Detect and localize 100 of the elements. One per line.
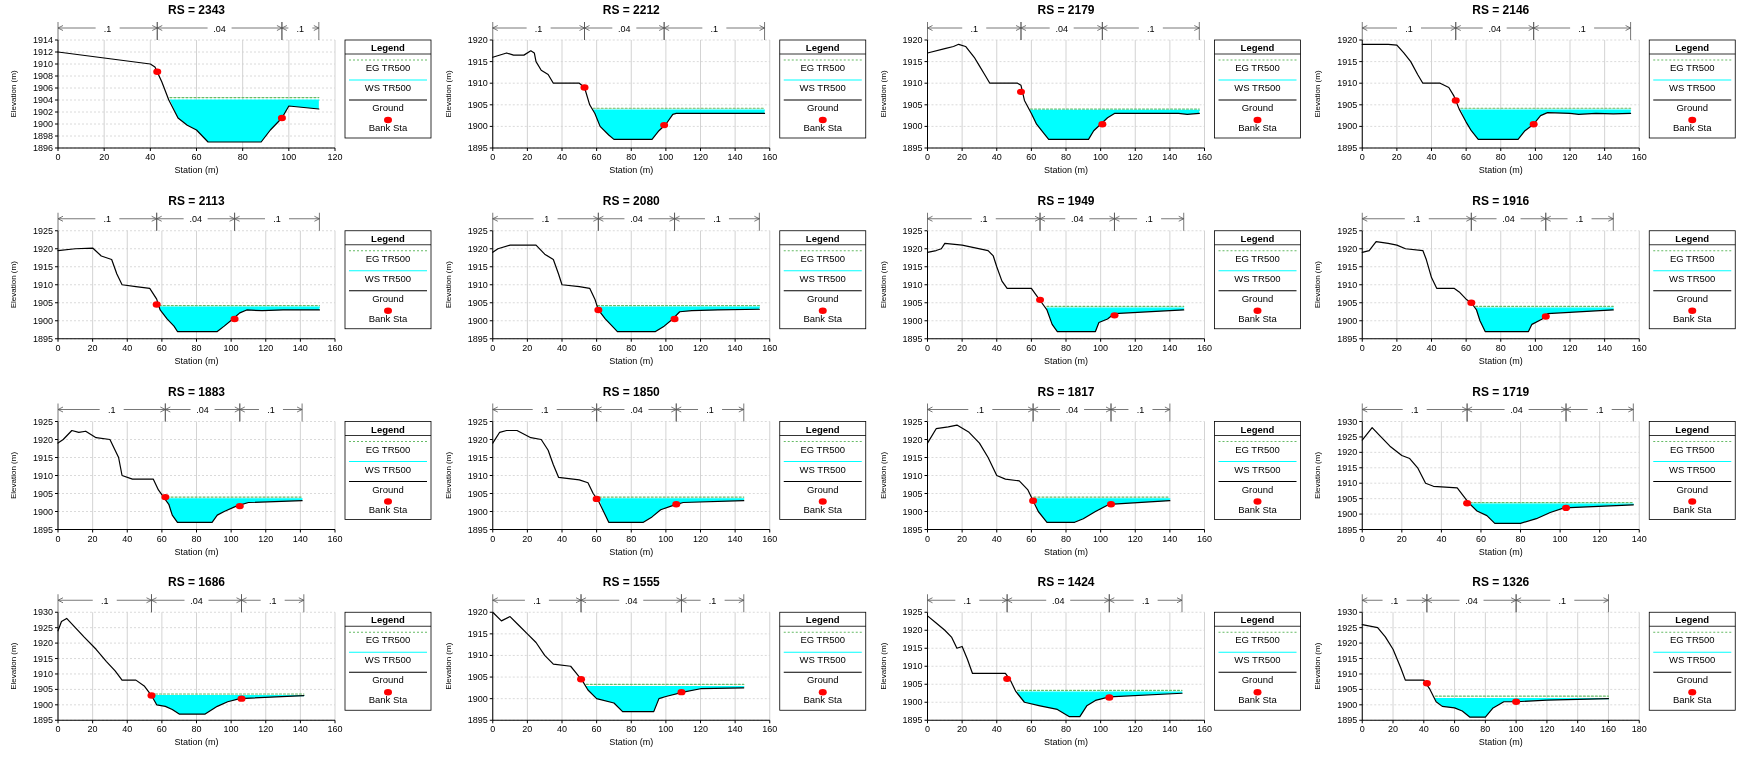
text: .04 <box>1502 214 1515 225</box>
text: WS TR500 <box>364 82 412 93</box>
y-tick-label: 1925 <box>32 622 53 633</box>
y-tick-label: 1920 <box>1337 35 1358 45</box>
x-tick-label: 60 <box>591 724 602 735</box>
x-tick-label: 140 <box>292 342 308 353</box>
text: .1 <box>1390 595 1399 606</box>
x-tick-label: 80 <box>1515 533 1526 544</box>
y-tick-label: 1914 <box>32 35 53 45</box>
x-tick-label: 20 <box>957 533 968 544</box>
x-tick-label: 100 <box>223 724 239 735</box>
x-tick-label: 100 <box>658 152 674 162</box>
y-tick-label: 1900 <box>467 693 488 704</box>
x-tick-label: 20 <box>522 533 533 544</box>
x-tick-label: 20 <box>87 533 98 544</box>
y-tick-label: 1895 <box>902 715 923 726</box>
x-tick-label: 20 <box>99 152 110 162</box>
y-tick-label: 1925 <box>32 225 53 236</box>
x-tick-label: 160 <box>1196 152 1213 162</box>
x-tick-label: 40 <box>1418 724 1429 735</box>
text: WS TR500 <box>1234 272 1281 284</box>
y-tick-label: 1920 <box>902 625 923 636</box>
y-tick-label: 1910 <box>902 470 923 481</box>
text: Ground <box>1676 674 1709 686</box>
chart-title: RS = 1424 <box>1037 575 1095 590</box>
text: WS TR500 <box>364 272 412 284</box>
text: .1 <box>541 214 550 225</box>
x-tick-label: 60 <box>591 152 602 162</box>
y-tick-label: 1900 <box>32 699 53 710</box>
text: Ground <box>806 674 839 686</box>
y-axis-title: Elevation (m) <box>878 642 888 690</box>
text: EG TR500 <box>1669 443 1715 455</box>
y-tick-label: 1920 <box>32 434 53 445</box>
text: .1 <box>533 595 541 606</box>
chart-title: RS = 1949 <box>1037 193 1095 208</box>
text: EG TR500 <box>365 62 411 73</box>
y-tick-label: 1905 <box>467 672 488 683</box>
legend-label: Bank Sta <box>1238 122 1278 133</box>
text: .1 <box>1558 595 1567 606</box>
chart-title: RS = 1916 <box>1472 193 1530 208</box>
x-tick-label: 80 <box>1060 152 1072 162</box>
x-tick-label: 0 <box>1359 152 1365 162</box>
x-tick-label: 40 <box>991 342 1002 353</box>
legend-title: Legend <box>371 232 406 244</box>
legend-label: Bank Sta <box>368 503 408 515</box>
x-tick-label: 20 <box>1388 724 1399 735</box>
text: .1 <box>1147 23 1155 34</box>
x-axis-title: Station (m) <box>174 737 219 748</box>
text: .1 <box>1413 214 1421 225</box>
y-tick-label: 1925 <box>32 416 53 427</box>
y-tick-label: 1895 <box>902 143 923 153</box>
x-tick-label: 0 <box>490 152 496 162</box>
x-tick-label: 100 <box>1093 533 1109 544</box>
x-tick-label: 120 <box>1539 724 1555 735</box>
y-tick-label: 1915 <box>467 452 488 463</box>
y-tick-label: 1915 <box>1337 261 1358 272</box>
line-series <box>926 615 1183 718</box>
text: WS TR500 <box>1234 654 1281 666</box>
text: WS TR500 <box>1234 463 1281 475</box>
text: WS TR500 <box>799 654 846 666</box>
y-tick-label: 1915 <box>902 56 923 67</box>
text: .04 <box>190 595 203 606</box>
y-tick-label: 1900 <box>467 506 488 517</box>
x-tick-label: 60 <box>1026 342 1037 353</box>
text: .1 <box>100 595 109 606</box>
text: .1 <box>268 595 277 606</box>
x-axis-title: Station (m) <box>609 737 654 748</box>
y-tick-label: 1895 <box>1337 333 1358 344</box>
x-axis-title: Station (m) <box>1043 165 1089 175</box>
text: WS TR500 <box>799 272 846 284</box>
y-axis-title: Elevation (m) <box>878 451 888 500</box>
legend-label: Bank Sta <box>1238 503 1278 515</box>
text: .1 <box>273 214 281 225</box>
x-tick-label: 40 <box>1436 533 1447 544</box>
y-tick-label: 1925 <box>902 225 923 236</box>
x-tick-label: 60 <box>1475 533 1486 544</box>
x-axis-title: Station (m) <box>1478 165 1523 175</box>
text: Ground <box>372 292 404 304</box>
y-tick-label: 1905 <box>1337 493 1358 504</box>
x-tick-label: 120 <box>258 342 274 353</box>
y-tick-label: 1915 <box>902 452 923 463</box>
text: .1 <box>267 405 275 415</box>
y-tick-label: 1895 <box>902 333 923 344</box>
x-tick-label: 80 <box>1060 342 1072 353</box>
y-tick-label: 1915 <box>32 653 53 664</box>
y-axis-title: Elevation (m) <box>878 70 888 118</box>
text: Ground <box>372 102 404 113</box>
legend-title: Legend <box>371 42 406 53</box>
legend-label: Bank Sta <box>1238 694 1278 706</box>
x-tick-label: 60 <box>156 724 167 735</box>
x-tick-label: 80 <box>626 152 637 162</box>
x-tick-label: 100 <box>1093 342 1109 353</box>
x-tick-label: 60 <box>1026 724 1037 735</box>
y-tick-label: 1930 <box>1337 416 1358 427</box>
x-tick-label: 60 <box>591 533 602 544</box>
text: .1 <box>107 405 116 415</box>
text: Ground <box>806 292 839 304</box>
y-tick-label: 1915 <box>467 261 488 272</box>
text: Ground <box>1676 483 1709 495</box>
x-axis-title: Station (m) <box>1043 355 1089 366</box>
